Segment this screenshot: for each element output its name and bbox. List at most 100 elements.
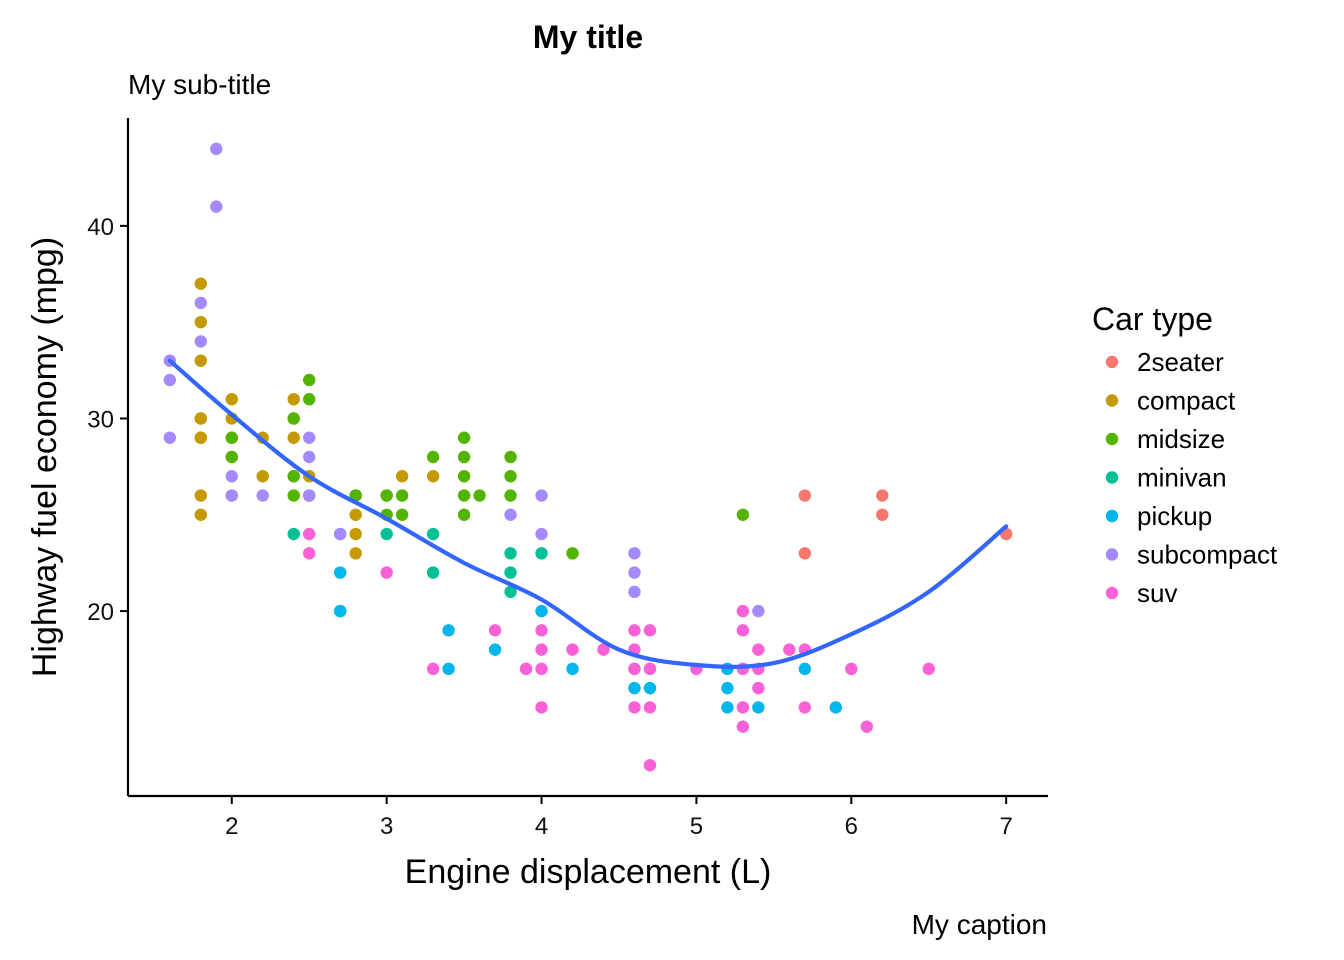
chart-caption: My caption — [912, 909, 1047, 940]
data-point — [457, 431, 471, 444]
data-point — [829, 701, 843, 714]
legend-label: pickup — [1137, 501, 1212, 531]
legend-key — [1105, 586, 1119, 600]
data-point — [519, 662, 533, 676]
data-point — [457, 489, 471, 502]
data-point — [736, 508, 750, 521]
legend-item-compact: compact — [1105, 386, 1236, 416]
data-point — [504, 585, 517, 599]
data-point — [194, 508, 207, 521]
data-point — [643, 758, 657, 772]
data-point — [535, 527, 548, 541]
data-point — [426, 566, 440, 579]
data-point — [395, 508, 409, 521]
data-point — [287, 431, 300, 444]
data-point — [752, 643, 765, 656]
legend-key — [1105, 432, 1119, 446]
data-point — [752, 681, 765, 695]
data-point — [566, 662, 579, 676]
y-tick-label: 40 — [87, 214, 114, 241]
data-point — [303, 450, 316, 464]
data-point — [860, 720, 873, 733]
data-point — [628, 624, 641, 637]
legend: Car type 2seater compact midsize minivan pic… — [1092, 301, 1278, 608]
data-point — [287, 393, 300, 406]
data-point — [303, 489, 316, 502]
data-point — [194, 354, 207, 367]
data-point — [628, 547, 641, 560]
data-point — [504, 547, 517, 560]
data-point — [535, 643, 548, 656]
smooth-trend-line — [167, 358, 1009, 669]
x-tick-label: 3 — [380, 813, 393, 840]
x-tick-label: 6 — [845, 813, 858, 840]
data-point — [349, 527, 362, 541]
data-point — [256, 470, 269, 483]
data-point — [457, 450, 471, 464]
legend-item-2seater: 2seater — [1105, 347, 1224, 377]
data-point — [535, 489, 548, 502]
smooth-layer — [167, 358, 1009, 669]
y-axis-title: Highway fuel economy (mpg) — [26, 237, 64, 677]
data-point — [504, 508, 517, 521]
data-point — [628, 681, 641, 695]
legend-label: minivan — [1137, 463, 1227, 493]
data-point — [922, 662, 935, 676]
data-point — [225, 470, 238, 483]
legend-label: subcompact — [1137, 540, 1278, 570]
legend-label: compact — [1137, 386, 1236, 416]
data-point — [457, 508, 471, 521]
legend-key — [1105, 355, 1119, 369]
data-point — [210, 142, 223, 156]
chart-title: My title — [533, 19, 643, 55]
legend-item-pickup: pickup — [1105, 501, 1212, 531]
legend-key — [1105, 394, 1119, 407]
x-tick-label: 7 — [1000, 813, 1013, 840]
data-point — [488, 624, 502, 637]
data-point — [876, 508, 889, 521]
data-point — [287, 412, 300, 425]
legend-item-suv: suv — [1105, 578, 1177, 608]
data-point — [736, 701, 750, 714]
data-point — [194, 277, 207, 290]
data-point — [194, 296, 207, 310]
data-point — [225, 450, 238, 464]
data-point — [798, 489, 812, 502]
data-point — [721, 701, 734, 714]
data-point — [426, 470, 440, 483]
data-point — [752, 604, 765, 618]
y-tick-label: 20 — [87, 599, 114, 626]
data-point — [504, 450, 517, 464]
data-point — [395, 489, 409, 502]
data-point — [643, 662, 657, 676]
data-point — [504, 489, 517, 502]
y-tick-label: 30 — [87, 406, 114, 433]
data-point — [287, 527, 300, 541]
data-point — [798, 547, 812, 560]
data-point — [535, 624, 548, 637]
legend-items: 2seater compact midsize minivan pickup subcom… — [1105, 347, 1278, 608]
data-point — [426, 450, 440, 464]
data-point — [380, 527, 393, 541]
data-point — [736, 604, 750, 618]
series-subcompact — [163, 142, 765, 618]
data-point — [566, 547, 579, 560]
data-point — [349, 547, 362, 560]
data-point — [256, 489, 269, 502]
legend-key — [1105, 548, 1119, 561]
data-point — [194, 412, 207, 425]
data-point — [457, 470, 471, 483]
x-axis-title: Engine displacement (L) — [405, 853, 772, 891]
data-point — [225, 393, 238, 406]
data-point — [194, 335, 207, 348]
data-point — [333, 604, 347, 618]
data-point — [628, 566, 641, 579]
legend-item-minivan: minivan — [1105, 463, 1227, 493]
data-point — [225, 489, 238, 502]
data-point — [504, 470, 517, 483]
data-point — [194, 489, 207, 502]
data-point — [736, 624, 750, 637]
data-point — [225, 431, 238, 444]
data-point — [597, 643, 610, 656]
